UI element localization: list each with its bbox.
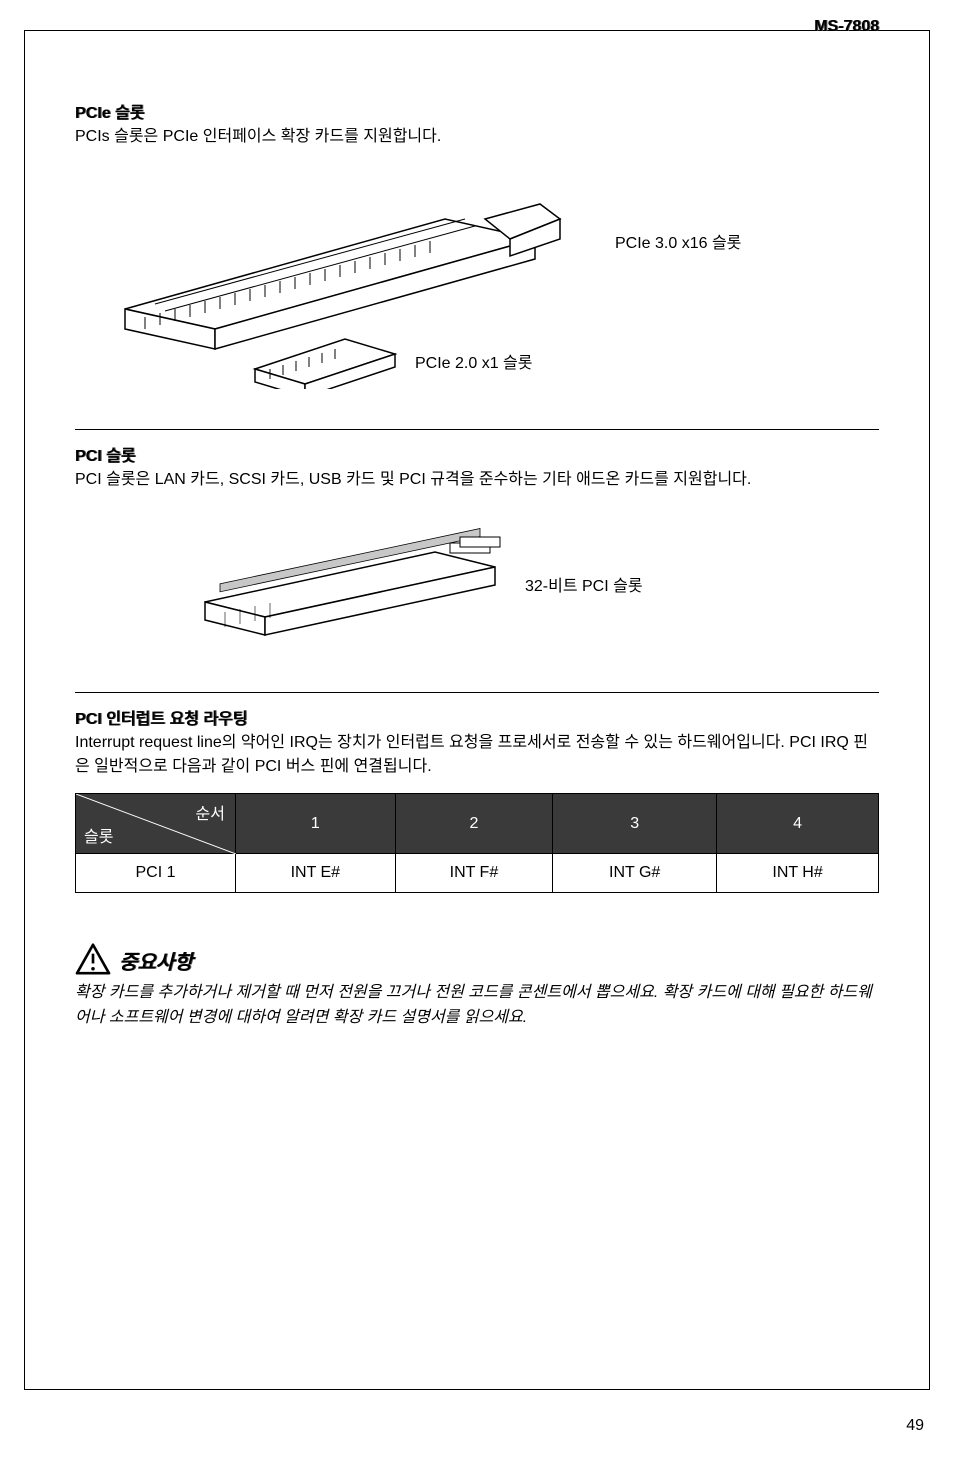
irq-title: PCI 인터럽트 요청 라우팅 [75,705,879,729]
table-header-row: 순서 슬롯 1 2 3 4 [76,794,879,854]
divider-2 [75,692,879,693]
col-header: 3 [553,794,717,854]
cell: INT H# [717,854,879,893]
pcie-x1-label: PCIe 2.0 x1 슬롯 [415,349,533,373]
pci-desc: PCI 슬롯은 LAN 카드, SCSI 카드, USB 카드 및 PCI 규격… [75,468,879,492]
corner-bot-label: 슬롯 [84,823,113,847]
pcie-x16-label: PCIe 3.0 x16 슬롯 [615,229,741,253]
pci-32bit-label: 32-비트 PCI 슬롯 [525,572,643,596]
page-frame: MS-7808 PCIe 슬롯 PCIs 슬롯은 PCIe 인터페이스 확장 카… [24,30,930,1390]
cell: INT E# [236,854,396,893]
warning-title: 중요사항 [119,946,193,975]
irq-desc: Interrupt request line의 약어인 IRQ는 장치가 인터럽… [75,731,879,779]
col-header: 1 [236,794,396,854]
corner-top-label: 순서 [196,800,225,824]
table-row: PCI 1 INT E# INT F# INT G# INT H# [76,854,879,893]
cell: INT F# [395,854,553,893]
pci-title: PCI 슬롯 [75,442,879,466]
pci-slot-illustration [75,512,835,652]
content-area: PCIe 슬롯 PCIs 슬롯은 PCIe 인터페이스 확장 카드를 지원합니다… [75,31,879,1031]
col-header: 4 [717,794,879,854]
col-header: 2 [395,794,553,854]
pcie-desc: PCIs 슬롯은 PCIe 인터페이스 확장 카드를 지원합니다. [75,125,879,149]
pcie-figure: PCIe 3.0 x16 슬롯 PCIe 2.0 x1 슬롯 [75,169,879,389]
warning-heading: 중요사항 [75,943,879,975]
divider-1 [75,429,879,430]
irq-table: 순서 슬롯 1 2 3 4 PCI 1 INT E# INT F# INT G#… [75,793,879,893]
page-number: 49 [906,1417,924,1435]
pci-figure: 32-비트 PCI 슬롯 [75,512,879,652]
pcie-title: PCIe 슬롯 [75,99,879,123]
row-label: PCI 1 [76,854,236,893]
model-header: MS-7808 [814,18,879,36]
cell: INT G# [553,854,717,893]
warning-icon [75,943,111,975]
table-corner-cell: 순서 슬롯 [76,794,236,854]
warning-text: 확장 카드를 추가하거나 제거할 때 먼저 전원을 끄거나 전원 코드를 콘센트… [75,981,879,1031]
